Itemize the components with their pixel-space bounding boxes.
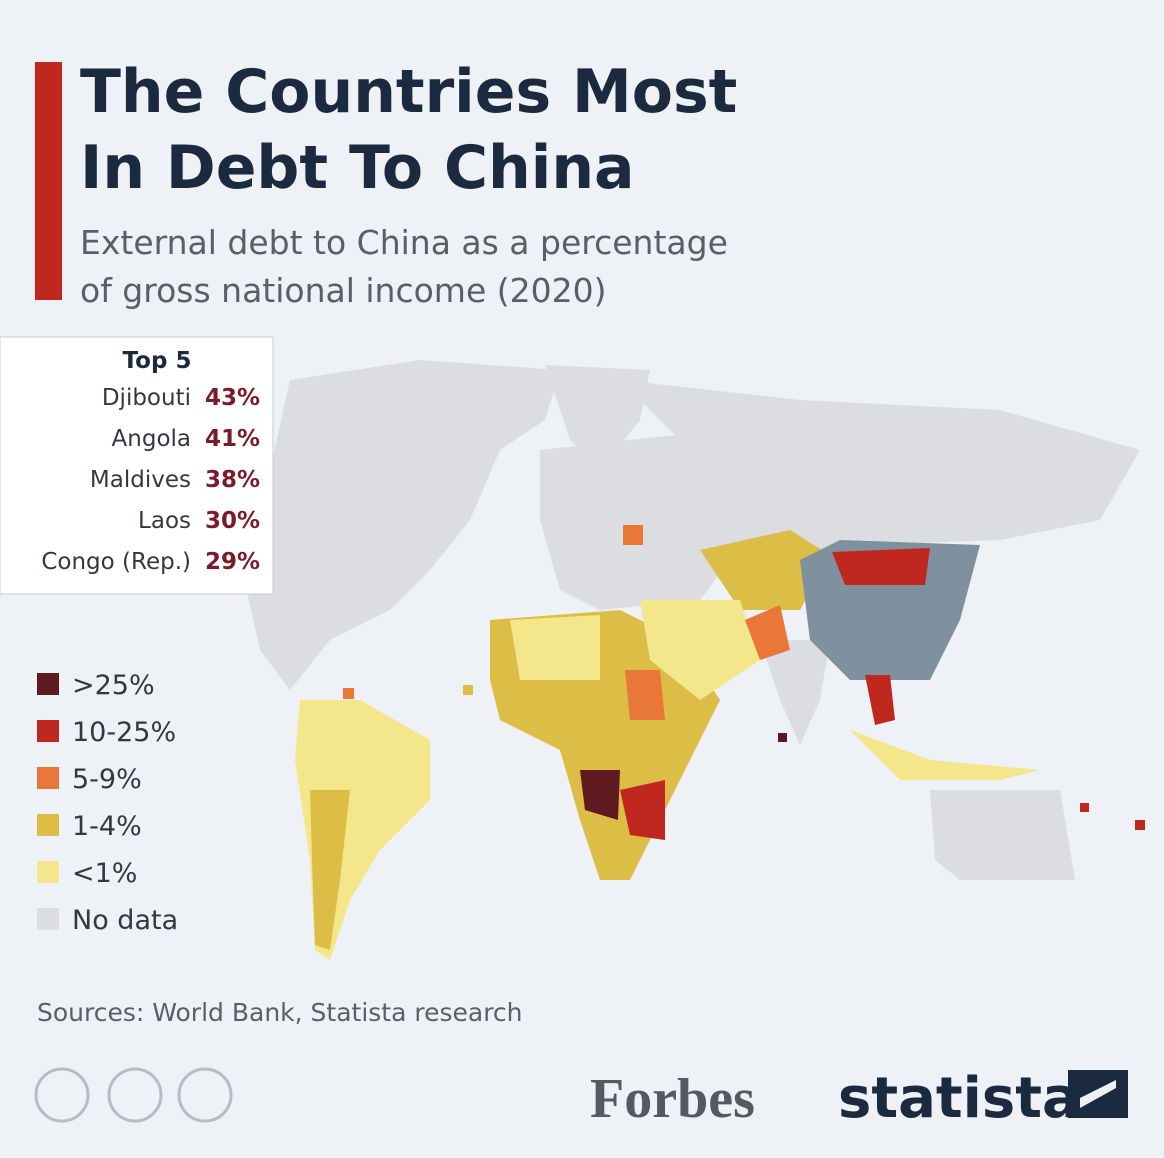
legend-label: <1% [72,858,137,889]
legend-label: 5-9% [72,764,142,795]
sahara [510,615,600,680]
subtitle-line: of gross national income (2020) [80,271,606,310]
title: The Countries Most In Debt To China [80,57,737,203]
top5-value: 29% [205,549,260,575]
middle-east [640,600,760,700]
top5-country: Maldives [90,467,191,493]
belarus [623,525,643,545]
top5-value: 43% [205,385,260,411]
forbes-logo: Forbes [590,1068,755,1130]
source: Sources: World Bank, Statista research [37,998,523,1027]
accent-bar [35,62,62,300]
title-line: The Countries Most [80,57,737,127]
pakistan [745,605,790,660]
nd-icon [177,1067,233,1123]
legend-label: 10-25% [72,717,176,748]
statista-logo: statista [838,1066,1080,1131]
top5-value: 30% [205,508,260,534]
maldives [778,733,787,742]
sudan [625,670,665,720]
legend-label: No data [72,905,178,936]
world-map [240,360,1145,960]
top5-heading: Top 5 [123,348,192,374]
top5-box [0,336,274,595]
island [1135,820,1145,830]
russia [620,380,1140,560]
license-icons [34,1067,233,1123]
legend-swatch [37,720,59,742]
cc-icon [34,1067,90,1123]
argentina [310,790,350,950]
legend: >25% 10-25% 5-9% 1-4% <1% No data [37,670,178,936]
top5-country: Laos [138,508,191,534]
island [343,688,354,699]
island [463,685,473,695]
legend-label: 1-4% [72,811,142,842]
greenland [545,365,650,470]
legend-swatch [37,861,59,883]
statista-mark [1068,1070,1128,1118]
top5-list: Djibouti 43% Angola 41% Maldives 38% Laos 30% Co… [41,385,260,575]
island [1080,803,1089,812]
central-asia [700,530,830,610]
legend-label: >25% [72,670,155,701]
by-icon [107,1067,163,1123]
title-line: In Debt To China [80,133,635,203]
australia [930,790,1075,880]
top5-value: 41% [205,426,260,452]
india [760,640,830,745]
southern-africa [620,780,665,840]
laos [865,675,895,725]
subtitle-line: External debt to China as a percentage [80,223,728,262]
legend-swatch [37,673,59,695]
north-america [240,360,560,690]
top5-country: Djibouti [102,385,191,411]
legend-swatch [37,908,59,930]
top5-country: Angola [112,426,191,452]
angola [580,770,620,820]
mongolia [832,548,930,585]
indonesia [850,730,1040,780]
legend-swatch [37,814,59,836]
top5-country: Congo (Rep.) [41,549,191,575]
top5-value: 38% [205,467,260,493]
legend-swatch [37,767,59,789]
subtitle: External debt to China as a percentage o… [80,223,728,310]
